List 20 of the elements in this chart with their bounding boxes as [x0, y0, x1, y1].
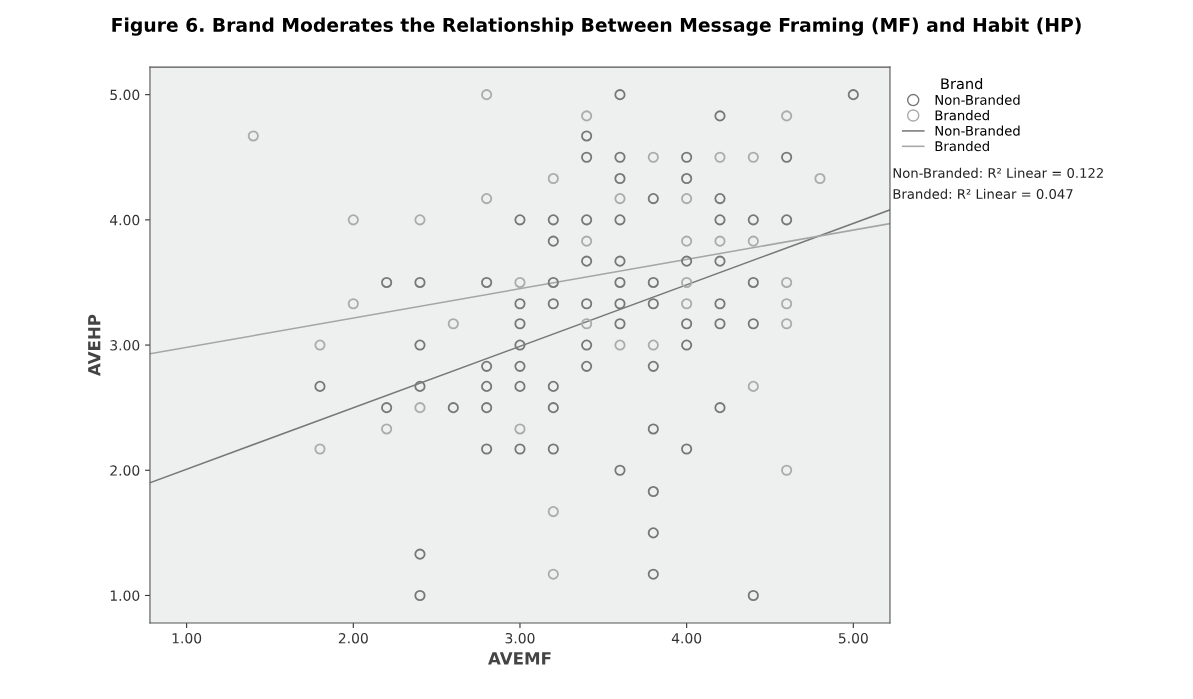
legend-label: Branded: [935, 110, 989, 121]
x-tick-label: 2.00: [338, 632, 368, 644]
x-tick-label: 5.00: [838, 632, 868, 644]
legend-label: Non-Branded: [935, 94, 1020, 105]
y-axis-title: AVEHP: [88, 314, 101, 377]
y-tick-label: 4.00: [109, 214, 140, 226]
x-tick-label: 3.00: [505, 632, 535, 644]
y-tick-label: 5.00: [110, 89, 140, 101]
x-tick-label: 4.00: [671, 632, 702, 644]
text: Branded: R² Linear = 0.047: [893, 188, 1073, 199]
legend-label: Branded: [935, 140, 989, 152]
y-tick-label: 2.00: [110, 465, 140, 476]
y-tick-label: 1.00: [110, 590, 140, 601]
text: Non-Branded: R² Linear = 0.122: [893, 167, 1103, 178]
chart-title: Figure 6. Brand Moderates the Relationship Between Message Framing (MF) and Habit (HP): [112, 17, 1081, 36]
legend-title: Brand: [941, 77, 983, 90]
x-tick-label: 1.00: [172, 632, 202, 644]
x-axis-title: AVEMF: [488, 652, 551, 665]
y-tick-label: 3.00: [110, 340, 140, 351]
legend-label: Non-Branded: [935, 125, 1020, 136]
